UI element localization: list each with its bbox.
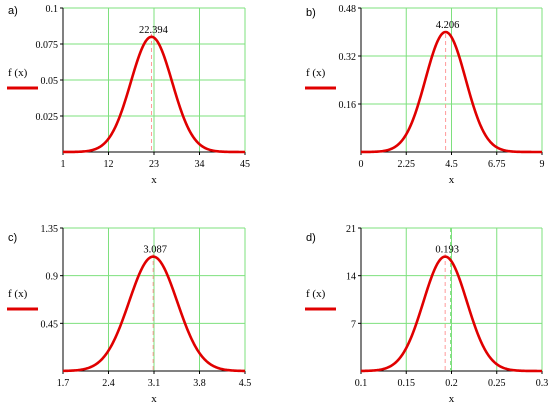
legend-label: f (x) — [8, 67, 28, 79]
peak-annotation: 4.206 — [436, 20, 460, 31]
x-axis-label: x — [449, 174, 455, 186]
y-tick-label: 0.48 — [339, 4, 357, 15]
x-tick-label: 34 — [195, 159, 205, 170]
chart-panel-1: 1 12 23 34 45 0.025 0.05 0.075 0.1 x a) f (x) 22.394 — [7, 4, 250, 186]
x-axis-label: x — [151, 393, 157, 405]
panel-label: d) — [306, 232, 316, 244]
panel-label: a) — [8, 5, 18, 17]
x-tick-label: 0.25 — [488, 378, 506, 389]
density-curve — [360, 30, 543, 154]
x-tick-label: 1.7 — [57, 378, 70, 389]
x-tick-label: 1 — [61, 159, 66, 170]
x-tick-label: 0.1 — [355, 378, 368, 389]
x-tick-label: 3.8 — [193, 378, 206, 389]
density-curve — [62, 255, 246, 373]
panel-label: b) — [306, 7, 316, 19]
x-axis-label: x — [151, 174, 157, 186]
x-tick-label: 4.5 — [445, 159, 458, 170]
peak-annotation: 22.394 — [139, 25, 169, 36]
x-tick-label: 12 — [104, 159, 114, 170]
y-tick-label: 0.32 — [339, 52, 357, 63]
y-tick-label: 14 — [346, 272, 356, 283]
x-tick-label: 0 — [359, 159, 364, 170]
density-curve — [360, 255, 543, 373]
y-tick-label: 0.025 — [36, 112, 59, 123]
x-tick-label: 4.5 — [239, 378, 252, 389]
chart-panel-3: 1.7 2.4 3.1 3.8 4.5 0.45 0.9 1.35 x c) f (x) 3.087 — [7, 224, 251, 405]
x-tick-label: 0.2 — [445, 378, 458, 389]
x-tick-label: 0.3 — [536, 378, 549, 389]
legend-label: f (x) — [306, 67, 326, 79]
panel-label: c) — [8, 232, 17, 244]
density-curve — [62, 35, 246, 154]
x-axis-label: x — [449, 393, 455, 405]
y-tick-label: 0.45 — [41, 319, 59, 330]
y-tick-label: 1.35 — [41, 224, 59, 235]
chart-panel-4: 0.1 0.15 0.2 0.25 0.3 7 14 21 x d) f (x) 0.193 — [305, 224, 548, 405]
y-tick-label: 0.075 — [36, 40, 59, 51]
peak-annotation: 3.087 — [143, 245, 167, 256]
legend-label: f (x) — [306, 288, 326, 300]
x-tick-label: 3.1 — [148, 378, 161, 389]
y-tick-label: 0.1 — [46, 4, 59, 15]
x-tick-label: 6.75 — [488, 159, 506, 170]
y-tick-label: 0.9 — [46, 272, 59, 283]
chart-panel-2: 0 2.25 4.5 6.75 9 0.16 0.32 0.48 x b) f (x) 4.206 — [305, 4, 545, 186]
peak-annotation: 0.193 — [435, 245, 459, 256]
y-tick-label: 0.16 — [339, 100, 357, 111]
x-tick-label: 2.25 — [398, 159, 416, 170]
x-tick-label: 2.4 — [102, 378, 115, 389]
y-tick-label: 7 — [351, 319, 356, 330]
y-tick-label: 21 — [346, 224, 356, 235]
x-tick-label: 0.15 — [398, 378, 416, 389]
x-tick-label: 9 — [540, 159, 545, 170]
legend-label: f (x) — [8, 288, 28, 300]
y-tick-label: 0.05 — [41, 76, 59, 87]
x-tick-label: 45 — [240, 159, 250, 170]
x-tick-label: 23 — [149, 159, 159, 170]
